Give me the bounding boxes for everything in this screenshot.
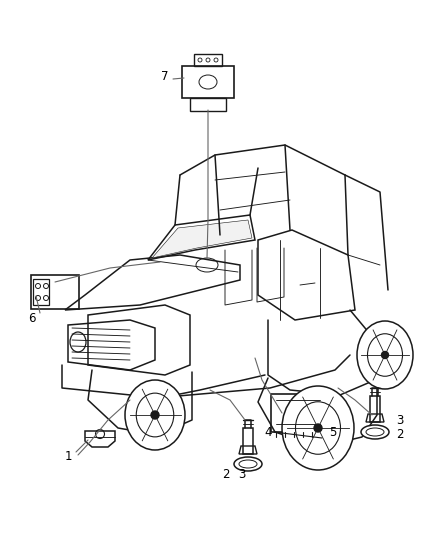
Text: 4: 4	[264, 425, 272, 439]
Text: 5: 5	[329, 425, 337, 439]
Polygon shape	[152, 220, 252, 258]
Ellipse shape	[125, 380, 185, 450]
Text: 3: 3	[238, 469, 246, 481]
Ellipse shape	[234, 457, 262, 471]
Text: 3: 3	[396, 414, 404, 426]
Circle shape	[381, 351, 389, 359]
Text: 6: 6	[28, 311, 36, 325]
Circle shape	[151, 411, 159, 419]
Text: 7: 7	[161, 70, 169, 84]
Text: 1: 1	[64, 450, 72, 464]
Ellipse shape	[357, 321, 413, 389]
Circle shape	[314, 424, 322, 432]
Text: 2: 2	[222, 469, 230, 481]
Ellipse shape	[361, 425, 389, 439]
Ellipse shape	[282, 386, 354, 470]
Text: 2: 2	[396, 429, 404, 441]
